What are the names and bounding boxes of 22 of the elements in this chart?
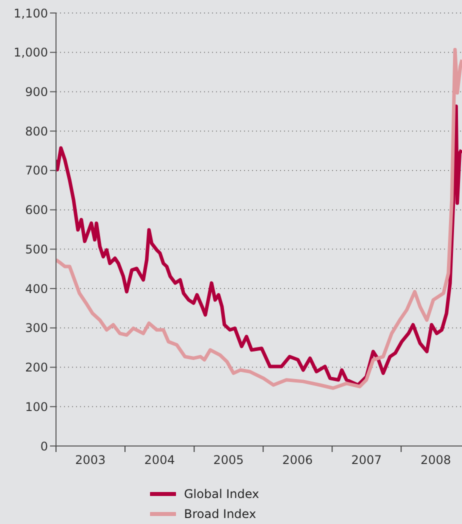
legend-label: Global Index bbox=[184, 487, 260, 501]
y-tick-label: 100 bbox=[25, 400, 48, 414]
x-tick-label: 2008 bbox=[420, 453, 451, 467]
y-tick-label: 0 bbox=[40, 439, 48, 454]
y-tick-label: 1,100 bbox=[14, 6, 48, 20]
y-tick-label: 900 bbox=[25, 84, 48, 99]
line-series bbox=[56, 48, 462, 390]
x-tick-label: 2003 bbox=[75, 453, 106, 467]
x-tick-label: 2007 bbox=[351, 453, 382, 467]
x-tick-label: 2005 bbox=[213, 453, 244, 467]
y-tick-label: 800 bbox=[25, 124, 48, 138]
x-tick-label: 2004 bbox=[144, 453, 175, 467]
y-tick-label: 700 bbox=[25, 164, 48, 178]
y-tick-label: 500 bbox=[25, 242, 48, 256]
y-tick-label: 400 bbox=[25, 282, 48, 296]
y-tick-label: 200 bbox=[25, 360, 48, 375]
line-series bbox=[56, 104, 462, 387]
y-tick-label: 300 bbox=[25, 321, 48, 336]
y-tick-label: 1,000 bbox=[14, 46, 48, 60]
x-tick-label: 2006 bbox=[282, 453, 313, 467]
legend-label: Broad Index bbox=[184, 507, 256, 521]
y-tick-label: 600 bbox=[25, 203, 48, 218]
